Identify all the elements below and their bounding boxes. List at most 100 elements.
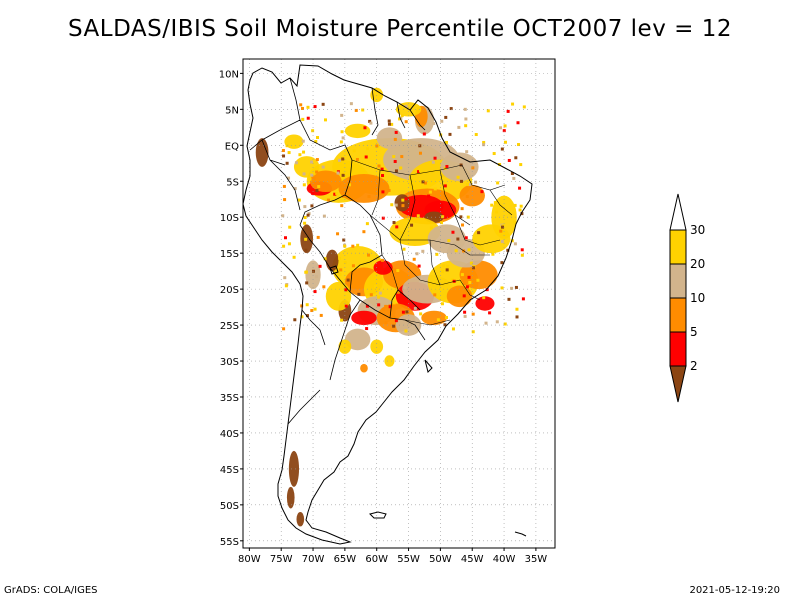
percentile-speckle — [456, 175, 460, 179]
percentile-speckle — [300, 315, 304, 319]
lat-tick-label: 25S — [220, 321, 239, 332]
percentile-speckle — [520, 253, 524, 257]
percentile-region — [351, 310, 377, 326]
percentile-speckle — [441, 270, 445, 274]
percentile-speckle — [390, 122, 394, 126]
percentile-region — [446, 285, 473, 308]
percentile-speckle — [315, 275, 319, 279]
percentile-speckle — [294, 161, 298, 165]
percentile-speckle — [313, 105, 317, 109]
percentile-speckle — [460, 273, 464, 277]
percentile-speckle — [288, 225, 292, 229]
percentile-speckle — [315, 170, 319, 174]
colorbar-label: 2 — [690, 359, 698, 373]
percentile-speckle — [365, 147, 369, 151]
percentile-speckle — [433, 293, 437, 297]
percentile-speckle — [356, 243, 360, 247]
percentile-speckle — [462, 282, 466, 286]
percentile-speckle — [465, 285, 469, 289]
percentile-region — [491, 195, 517, 239]
percentile-speckle — [394, 130, 398, 134]
percentile-speckle — [392, 301, 396, 305]
footer-timestamp: 2021-05-12-19:20 — [689, 585, 780, 596]
percentile-speckle — [322, 285, 326, 289]
percentile-speckle — [317, 185, 321, 189]
percentile-speckle — [520, 212, 524, 216]
percentile-speckle — [392, 315, 396, 319]
lon-tick-label: 70W — [302, 554, 325, 565]
percentile-speckle — [352, 149, 356, 153]
percentile-speckle — [302, 183, 306, 187]
lat-tick-label: 15S — [220, 249, 239, 260]
lon-tick-label: 40W — [493, 554, 516, 565]
percentile-speckle — [336, 171, 340, 175]
percentile-speckle — [306, 116, 310, 120]
percentile-speckle — [488, 311, 492, 315]
percentile-speckle — [503, 322, 507, 326]
percentile-speckle — [300, 304, 304, 308]
percentile-speckle — [421, 249, 425, 253]
percentile-speckle — [444, 115, 448, 119]
percentile-region — [286, 486, 295, 509]
percentile-speckle — [482, 140, 486, 144]
percentile-speckle — [507, 158, 511, 162]
percentile-speckle — [375, 144, 379, 148]
percentile-speckle — [485, 288, 489, 292]
percentile-speckle — [486, 109, 490, 113]
colorbar-bottom-arrow — [669, 365, 687, 403]
percentile-speckle — [507, 297, 511, 301]
percentile-speckle — [399, 231, 403, 235]
percentile-region — [344, 328, 371, 351]
percentile-speckle — [435, 252, 439, 256]
percentile-speckle — [282, 154, 286, 158]
lon-tick-label: 45W — [461, 554, 484, 565]
percentile-speckle — [484, 321, 488, 325]
percentile-speckle — [348, 183, 352, 187]
percentile-speckle — [335, 191, 339, 195]
percentile-speckle — [468, 281, 472, 285]
percentile-speckle — [315, 158, 319, 162]
percentile-speckle — [500, 147, 504, 151]
percentile-speckle — [401, 310, 405, 314]
percentile-speckle — [443, 166, 447, 170]
percentile-speckle — [463, 314, 467, 318]
percentile-speckle — [490, 203, 494, 207]
percentile-speckle — [510, 286, 514, 290]
percentile-speckle — [469, 261, 473, 265]
lon-tick-label: 55W — [397, 554, 420, 565]
percentile-speckle — [464, 117, 468, 121]
percentile-speckle — [283, 198, 287, 202]
percentile-speckle — [281, 214, 285, 218]
percentile-speckle — [510, 239, 514, 243]
south-america-coastline — [242, 64, 533, 545]
percentile-speckle — [305, 314, 309, 318]
percentile-region — [344, 123, 371, 139]
percentile-speckle — [283, 236, 287, 240]
percentile-speckle — [310, 173, 314, 177]
percentile-speckle — [302, 172, 306, 176]
percentile-speckle — [404, 104, 408, 108]
percentile-speckle — [326, 198, 330, 202]
colorbar-segment — [669, 229, 687, 265]
percentile-speckle — [413, 306, 417, 310]
percentile-speckle — [340, 113, 344, 117]
lat-tick-label: 35S — [220, 393, 239, 404]
percentile-speckle — [468, 183, 472, 187]
percentile-speckle — [303, 216, 307, 220]
percentile-region — [394, 194, 410, 212]
percentile-speckle — [344, 288, 348, 292]
percentile-speckle — [377, 303, 381, 307]
percentile-speckle — [365, 304, 369, 308]
percentile-speckle — [450, 278, 454, 282]
percentile-speckle — [516, 121, 520, 125]
percentile-speckle — [449, 107, 453, 111]
percentile-speckle — [444, 316, 448, 320]
percentile-speckle — [521, 297, 525, 301]
percentile-speckle — [282, 244, 286, 248]
lake-titicaca — [329, 265, 339, 275]
percentile-speckle — [304, 270, 308, 274]
percentile-speckle — [313, 290, 317, 294]
percentile-speckle — [463, 107, 467, 111]
state-borders — [351, 159, 513, 326]
percentile-speckle — [319, 313, 323, 317]
